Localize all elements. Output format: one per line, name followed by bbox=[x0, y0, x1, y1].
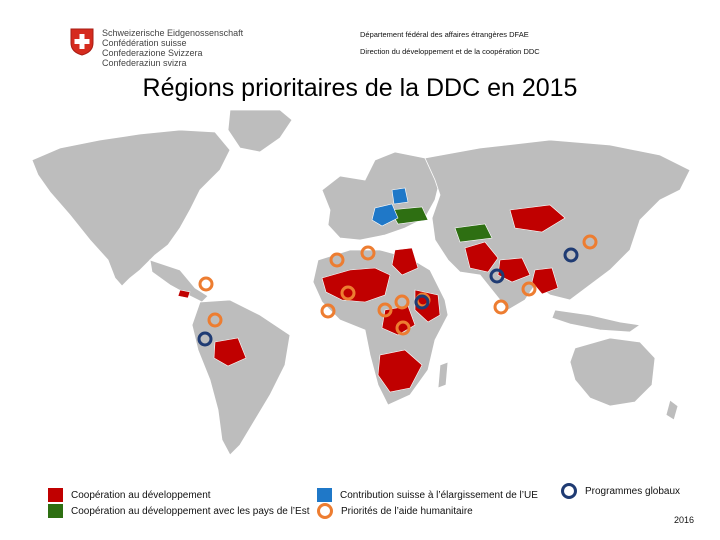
europe bbox=[321, 151, 441, 241]
logo-line: Confédération suisse bbox=[102, 38, 187, 48]
global-programme-marker bbox=[414, 294, 430, 310]
eastern-europe-region bbox=[371, 203, 399, 227]
mekong-region bbox=[531, 267, 559, 295]
legend-item-humanitarian: Priorités de l’aide humanitaire bbox=[317, 503, 473, 519]
south-america bbox=[191, 299, 291, 456]
global-programme-marker bbox=[489, 268, 505, 284]
humanitarian-marker bbox=[340, 285, 356, 301]
humanitarian-marker bbox=[521, 281, 537, 297]
humanitarian-markers bbox=[198, 234, 598, 336]
greenland bbox=[227, 110, 293, 153]
southern-africa-region bbox=[377, 349, 423, 393]
legend-label: Programmes globaux bbox=[585, 485, 681, 497]
humanitarian-marker bbox=[329, 252, 345, 268]
humanitarian-marker bbox=[377, 302, 393, 318]
central-asia-region bbox=[454, 223, 493, 243]
south-asia-region bbox=[497, 257, 531, 283]
humanitarian-marker bbox=[320, 303, 336, 319]
asia bbox=[424, 139, 691, 311]
legend-label: Coopération au développement avec les pa… bbox=[71, 505, 310, 517]
header: Schweizerische Eidgenossenschaft Confédé… bbox=[0, 0, 720, 78]
mongolia-region bbox=[509, 204, 566, 233]
legend-swatch-green bbox=[48, 504, 63, 518]
world-map bbox=[31, 110, 691, 456]
legend-item-development: Coopération au développement bbox=[48, 488, 211, 502]
middle-east-region bbox=[464, 241, 499, 273]
swiss-cross-logo-icon bbox=[70, 28, 94, 61]
humanitarian-marker bbox=[493, 299, 509, 315]
sahel-region bbox=[321, 267, 391, 303]
navy-ring-icon bbox=[561, 483, 577, 499]
directorate-name: Direction du développement et de la coop… bbox=[360, 47, 540, 56]
eu-enlargement-regions bbox=[371, 187, 409, 227]
humanitarian-marker bbox=[207, 312, 223, 328]
department-name: Département fédéral des affaires étrangè… bbox=[360, 30, 529, 39]
indonesia bbox=[551, 309, 642, 333]
east-cooperation-regions bbox=[389, 206, 493, 243]
year-label: 2016 bbox=[673, 515, 694, 525]
humanitarian-marker bbox=[394, 294, 410, 310]
logo-line: Confederazione Svizzera bbox=[102, 48, 203, 58]
caribbean-region bbox=[177, 289, 191, 299]
orange-ring-icon bbox=[317, 503, 333, 519]
australia bbox=[569, 337, 656, 407]
logo-line: Schweizerische Eidgenossenschaft bbox=[102, 28, 244, 38]
legend-item-global: Programmes globaux bbox=[561, 483, 681, 499]
global-programme-marker bbox=[197, 331, 213, 347]
humanitarian-marker bbox=[395, 320, 411, 336]
global-programme-markers bbox=[197, 247, 579, 347]
north-america bbox=[31, 129, 231, 287]
baltic-region bbox=[391, 187, 409, 205]
legend-item-east: Coopération au développement avec les pa… bbox=[48, 504, 309, 518]
new-zealand bbox=[665, 399, 679, 421]
legend-label: Contribution suisse à l’élargissement de… bbox=[340, 489, 538, 501]
humanitarian-marker bbox=[198, 276, 214, 292]
legend-item-eu: Contribution suisse à l’élargissement de… bbox=[317, 488, 538, 502]
legend-swatch-red bbox=[48, 488, 63, 502]
development-regions bbox=[177, 204, 566, 393]
madagascar bbox=[437, 361, 449, 389]
andean-region bbox=[213, 337, 247, 367]
legend-swatch-blue bbox=[317, 488, 332, 502]
north-africa-region bbox=[391, 247, 419, 276]
logo-line: Confederaziun svizra bbox=[102, 58, 187, 68]
slide-title: Régions prioritaires de la DDC en 2015 bbox=[142, 74, 578, 102]
humanitarian-marker bbox=[582, 234, 598, 250]
logo-text: Schweizerische Eidgenossenschaft Confédé… bbox=[102, 28, 243, 68]
global-programme-marker bbox=[563, 247, 579, 263]
legend-label: Priorités de l’aide humanitaire bbox=[341, 505, 473, 517]
humanitarian-marker bbox=[360, 245, 376, 261]
legend-label: Coopération au développement bbox=[71, 489, 211, 501]
